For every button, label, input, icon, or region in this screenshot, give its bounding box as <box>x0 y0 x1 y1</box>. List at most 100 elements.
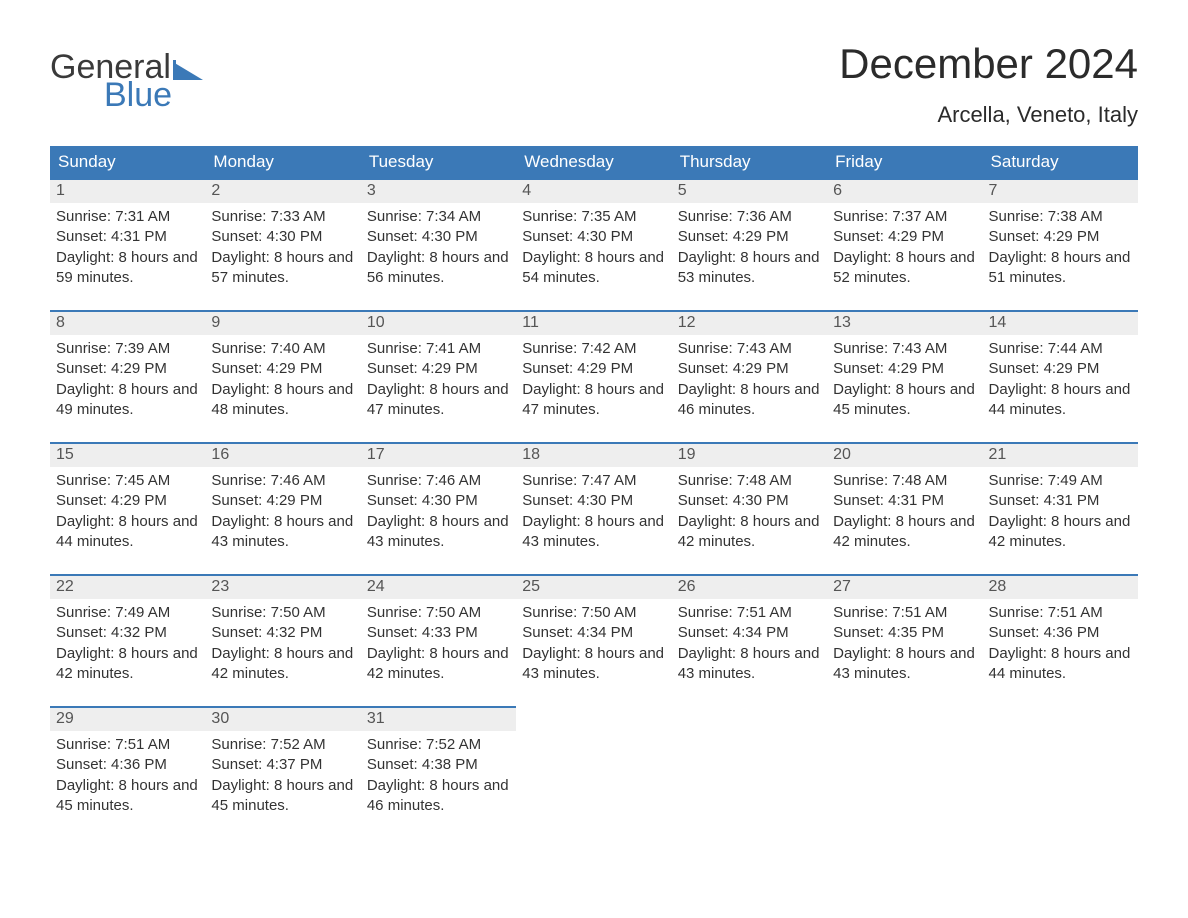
day-number: 21 <box>983 444 1138 467</box>
day-number: 18 <box>516 444 671 467</box>
day-details: Sunrise: 7:50 AMSunset: 4:32 PMDaylight:… <box>205 599 360 706</box>
sunset-line: Sunset: 4:31 PM <box>989 491 1132 511</box>
daylight-line: Daylight: 8 hours and 56 minutes. <box>367 248 510 289</box>
sunrise-line: Sunrise: 7:51 AM <box>989 603 1132 623</box>
sunrise-line: Sunrise: 7:33 AM <box>211 207 354 227</box>
brand-logo: General Blue <box>50 50 203 112</box>
sunset-line: Sunset: 4:29 PM <box>211 491 354 511</box>
daylight-line: Daylight: 8 hours and 42 minutes. <box>833 512 976 553</box>
sunset-line: Sunset: 4:36 PM <box>56 755 199 775</box>
day-details: Sunrise: 7:41 AMSunset: 4:29 PMDaylight:… <box>361 335 516 442</box>
sunset-line: Sunset: 4:29 PM <box>522 359 665 379</box>
sunrise-line: Sunrise: 7:45 AM <box>56 471 199 491</box>
day-details: Sunrise: 7:34 AMSunset: 4:30 PMDaylight:… <box>361 203 516 310</box>
sunset-line: Sunset: 4:29 PM <box>678 227 821 247</box>
sunrise-line: Sunrise: 7:51 AM <box>833 603 976 623</box>
day-number: 29 <box>50 708 205 731</box>
daylight-line: Daylight: 8 hours and 43 minutes. <box>833 644 976 685</box>
day-details: Sunrise: 7:36 AMSunset: 4:29 PMDaylight:… <box>672 203 827 310</box>
calendar-day-cell: 1Sunrise: 7:31 AMSunset: 4:31 PMDaylight… <box>50 178 205 310</box>
sunrise-line: Sunrise: 7:52 AM <box>367 735 510 755</box>
daylight-line: Daylight: 8 hours and 59 minutes. <box>56 248 199 289</box>
calendar-day-cell: 3Sunrise: 7:34 AMSunset: 4:30 PMDaylight… <box>361 178 516 310</box>
day-number: 2 <box>205 180 360 203</box>
calendar-day-cell <box>827 706 982 838</box>
day-details: Sunrise: 7:51 AMSunset: 4:34 PMDaylight:… <box>672 599 827 706</box>
day-number: 6 <box>827 180 982 203</box>
day-number: 25 <box>516 576 671 599</box>
daylight-line: Daylight: 8 hours and 43 minutes. <box>522 644 665 685</box>
calendar-day-cell: 21Sunrise: 7:49 AMSunset: 4:31 PMDayligh… <box>983 442 1138 574</box>
calendar-day-cell: 7Sunrise: 7:38 AMSunset: 4:29 PMDaylight… <box>983 178 1138 310</box>
sunset-line: Sunset: 4:38 PM <box>367 755 510 775</box>
sunrise-line: Sunrise: 7:40 AM <box>211 339 354 359</box>
calendar-day-cell: 18Sunrise: 7:47 AMSunset: 4:30 PMDayligh… <box>516 442 671 574</box>
sunset-line: Sunset: 4:30 PM <box>367 227 510 247</box>
sunset-line: Sunset: 4:29 PM <box>989 359 1132 379</box>
daylight-line: Daylight: 8 hours and 43 minutes. <box>211 512 354 553</box>
day-number: 23 <box>205 576 360 599</box>
day-header-row: Sunday Monday Tuesday Wednesday Thursday… <box>50 146 1138 178</box>
day-details: Sunrise: 7:52 AMSunset: 4:38 PMDaylight:… <box>361 731 516 838</box>
day-details: Sunrise: 7:37 AMSunset: 4:29 PMDaylight:… <box>827 203 982 310</box>
calendar-day-cell <box>516 706 671 838</box>
daylight-line: Daylight: 8 hours and 51 minutes. <box>989 248 1132 289</box>
calendar-day-cell: 17Sunrise: 7:46 AMSunset: 4:30 PMDayligh… <box>361 442 516 574</box>
calendar-day-cell: 12Sunrise: 7:43 AMSunset: 4:29 PMDayligh… <box>672 310 827 442</box>
daylight-line: Daylight: 8 hours and 44 minutes. <box>56 512 199 553</box>
calendar-day-cell: 11Sunrise: 7:42 AMSunset: 4:29 PMDayligh… <box>516 310 671 442</box>
sunset-line: Sunset: 4:29 PM <box>211 359 354 379</box>
sunset-line: Sunset: 4:35 PM <box>833 623 976 643</box>
daylight-line: Daylight: 8 hours and 42 minutes. <box>56 644 199 685</box>
daylight-line: Daylight: 8 hours and 46 minutes. <box>367 776 510 817</box>
daylight-line: Daylight: 8 hours and 46 minutes. <box>678 380 821 421</box>
day-number: 16 <box>205 444 360 467</box>
day-number: 11 <box>516 312 671 335</box>
day-number: 31 <box>361 708 516 731</box>
day-header: Thursday <box>672 146 827 178</box>
sunset-line: Sunset: 4:30 PM <box>367 491 510 511</box>
day-details: Sunrise: 7:50 AMSunset: 4:33 PMDaylight:… <box>361 599 516 706</box>
calendar-week-row: 8Sunrise: 7:39 AMSunset: 4:29 PMDaylight… <box>50 310 1138 442</box>
calendar-day-cell: 2Sunrise: 7:33 AMSunset: 4:30 PMDaylight… <box>205 178 360 310</box>
calendar-body: 1Sunrise: 7:31 AMSunset: 4:31 PMDaylight… <box>50 178 1138 838</box>
day-number: 30 <box>205 708 360 731</box>
day-header: Tuesday <box>361 146 516 178</box>
day-number: 26 <box>672 576 827 599</box>
sunrise-line: Sunrise: 7:43 AM <box>678 339 821 359</box>
sunrise-line: Sunrise: 7:35 AM <box>522 207 665 227</box>
sunrise-line: Sunrise: 7:37 AM <box>833 207 976 227</box>
sunrise-line: Sunrise: 7:48 AM <box>678 471 821 491</box>
page-title: December 2024 <box>839 40 1138 88</box>
daylight-line: Daylight: 8 hours and 49 minutes. <box>56 380 199 421</box>
sunrise-line: Sunrise: 7:38 AM <box>989 207 1132 227</box>
day-details: Sunrise: 7:48 AMSunset: 4:30 PMDaylight:… <box>672 467 827 574</box>
day-number: 20 <box>827 444 982 467</box>
sunrise-line: Sunrise: 7:46 AM <box>211 471 354 491</box>
calendar-day-cell <box>983 706 1138 838</box>
calendar-day-cell: 26Sunrise: 7:51 AMSunset: 4:34 PMDayligh… <box>672 574 827 706</box>
day-details: Sunrise: 7:40 AMSunset: 4:29 PMDaylight:… <box>205 335 360 442</box>
sunset-line: Sunset: 4:34 PM <box>522 623 665 643</box>
daylight-line: Daylight: 8 hours and 54 minutes. <box>522 248 665 289</box>
day-number: 4 <box>516 180 671 203</box>
calendar-day-cell: 16Sunrise: 7:46 AMSunset: 4:29 PMDayligh… <box>205 442 360 574</box>
daylight-line: Daylight: 8 hours and 57 minutes. <box>211 248 354 289</box>
sunrise-line: Sunrise: 7:51 AM <box>678 603 821 623</box>
calendar-day-cell: 28Sunrise: 7:51 AMSunset: 4:36 PMDayligh… <box>983 574 1138 706</box>
sunset-line: Sunset: 4:36 PM <box>989 623 1132 643</box>
day-details: Sunrise: 7:46 AMSunset: 4:29 PMDaylight:… <box>205 467 360 574</box>
day-header: Saturday <box>983 146 1138 178</box>
daylight-line: Daylight: 8 hours and 45 minutes. <box>211 776 354 817</box>
day-details: Sunrise: 7:51 AMSunset: 4:36 PMDaylight:… <box>983 599 1138 706</box>
day-number: 27 <box>827 576 982 599</box>
sunrise-line: Sunrise: 7:39 AM <box>56 339 199 359</box>
calendar-day-cell: 25Sunrise: 7:50 AMSunset: 4:34 PMDayligh… <box>516 574 671 706</box>
day-number: 28 <box>983 576 1138 599</box>
day-number: 15 <box>50 444 205 467</box>
day-header: Friday <box>827 146 982 178</box>
sunset-line: Sunset: 4:29 PM <box>833 227 976 247</box>
daylight-line: Daylight: 8 hours and 45 minutes. <box>56 776 199 817</box>
sunset-line: Sunset: 4:30 PM <box>678 491 821 511</box>
sunrise-line: Sunrise: 7:50 AM <box>211 603 354 623</box>
